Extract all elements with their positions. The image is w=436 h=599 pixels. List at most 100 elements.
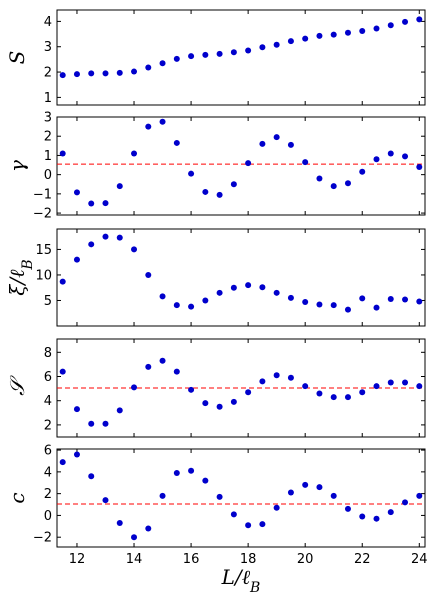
entropy-point (344, 29, 351, 36)
gamma-point (102, 200, 109, 207)
entropy-point (188, 53, 195, 60)
entropy-point (145, 64, 152, 71)
xi-point (259, 284, 266, 291)
cal-s-point (188, 386, 195, 393)
gamma-ylabel: γ (5, 160, 29, 172)
c-point (259, 521, 266, 528)
xi-ylabel: ξ/ℓB (5, 259, 36, 295)
gamma-point (416, 163, 423, 170)
gamma-point (245, 160, 252, 167)
gamma-point (344, 180, 351, 187)
c-point (131, 534, 138, 541)
xi-point (88, 241, 95, 248)
xi-point (416, 298, 423, 305)
cal-s-point (359, 389, 366, 396)
xlabel: L/ℓB (221, 565, 261, 596)
entropy-ytick-label: 1 (44, 91, 52, 106)
gamma-point (230, 181, 237, 188)
xi-point (202, 297, 209, 304)
c-point (116, 520, 123, 527)
cal-s-point (116, 407, 123, 414)
entropy-point (387, 22, 394, 29)
gamma-point (116, 183, 123, 190)
gamma-ytick-label: −1 (33, 187, 52, 202)
cal-s-point (416, 383, 423, 390)
c-point (188, 467, 195, 474)
c-ytick-label: 0 (44, 509, 52, 524)
cal-s-point (230, 398, 237, 405)
entropy-ytick-label: 4 (44, 15, 52, 30)
gamma-frame (56, 116, 426, 216)
entropy-point (59, 72, 66, 79)
cal-s-point (159, 357, 166, 364)
cal-s-point (402, 379, 409, 386)
cal-s-point (173, 368, 180, 375)
xtick-label: 16 (183, 552, 200, 567)
xtick-label: 18 (240, 552, 257, 567)
entropy-point (402, 18, 409, 25)
xi-point (159, 293, 166, 300)
gamma-point (273, 134, 280, 141)
xtick-label: 14 (126, 552, 143, 567)
entropy-ylabel: S (5, 51, 29, 65)
gamma-ytick-label: 1 (44, 149, 52, 164)
gamma-ytick-label: 0 (44, 168, 52, 183)
entropy-point (373, 25, 380, 32)
cal-s-point (102, 420, 109, 427)
xi-point (373, 304, 380, 311)
xi-frame (56, 228, 426, 327)
c-point (330, 492, 337, 499)
cal-s-point (373, 383, 380, 390)
cal-s-ytick-label: 4 (44, 394, 52, 409)
entropy-point (316, 32, 323, 39)
gamma-point (287, 141, 294, 148)
xi-ytick-label: 10 (35, 268, 52, 283)
xi-point (145, 271, 152, 278)
cal-s-point (287, 374, 294, 381)
gamma-point (216, 191, 223, 198)
c-point (245, 522, 252, 529)
xi-ytick-label: 15 (35, 243, 52, 258)
c-point (373, 515, 380, 522)
c-point (344, 505, 351, 512)
xi-point (116, 234, 123, 241)
cal-s-point (216, 403, 223, 410)
entropy-point (88, 70, 95, 77)
entropy-point (159, 60, 166, 67)
cal-s-point (316, 390, 323, 397)
c-point (402, 499, 409, 506)
c-point (287, 489, 294, 496)
c-point (387, 509, 394, 516)
gamma-point (316, 175, 323, 182)
gamma-point (302, 159, 309, 166)
c-point (102, 497, 109, 504)
entropy-point (173, 55, 180, 62)
gamma-point (88, 200, 95, 207)
xi-point (359, 295, 366, 302)
entropy-point (259, 44, 266, 51)
gamma-point (387, 150, 394, 157)
gamma-ytick-label: 2 (44, 130, 52, 145)
c-ytick-label: 4 (44, 465, 52, 480)
entropy-ytick-label: 3 (44, 40, 52, 55)
cal-s-point (387, 379, 394, 386)
c-point (59, 459, 66, 466)
entropy-point (216, 50, 223, 57)
cal-s-point (344, 394, 351, 401)
entropy-point (230, 49, 237, 56)
entropy-ytick-label: 2 (44, 66, 52, 81)
cal-s-point (259, 378, 266, 385)
entropy-frame (56, 9, 426, 106)
c-point (216, 493, 223, 500)
xtick-label: 20 (297, 552, 314, 567)
c-ylabel: c (5, 492, 29, 503)
entropy-point (202, 51, 209, 58)
xi-point (302, 299, 309, 306)
entropy-point (131, 68, 138, 75)
gamma-point (373, 156, 380, 163)
gamma-point (188, 170, 195, 177)
c-point (73, 451, 80, 458)
gamma-point (59, 150, 66, 157)
xi-point (102, 233, 109, 240)
